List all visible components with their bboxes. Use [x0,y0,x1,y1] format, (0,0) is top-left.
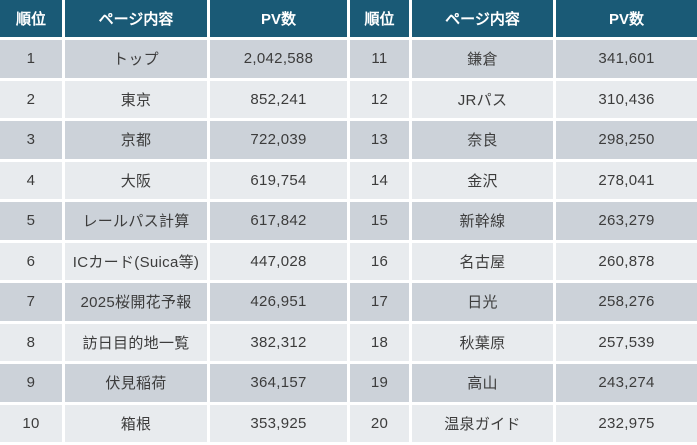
rank-cell: 5 [0,202,65,243]
table-row: 5 レールパス計算 617,842 [0,202,350,243]
page-cell: 奈良 [412,121,556,162]
table-row: 16 名古屋 260,878 [350,242,697,283]
pv-cell: 310,436 [556,80,697,121]
rank-cell: 15 [350,202,412,243]
page-cell: 訪日目的地一覧 [65,323,210,364]
page-cell: 新幹線 [412,202,556,243]
pv-cell: 426,951 [210,283,350,324]
table-row: 1 トップ 2,042,588 [0,40,350,81]
pv-cell: 260,878 [556,242,697,283]
pv-cell: 2,042,588 [210,40,350,81]
rank-cell: 19 [350,364,412,405]
rank-cell: 11 [350,40,412,81]
page-cell: JRパス [412,80,556,121]
page-cell: トップ [65,40,210,81]
page-header: ページ内容 [412,0,556,40]
rank-cell: 13 [350,121,412,162]
table-row: 20 温泉ガイド 232,975 [350,404,697,445]
header-row: 順位 ページ内容 PV数 [350,0,697,40]
page-cell: 大阪 [65,161,210,202]
table-row: 3 京都 722,039 [0,121,350,162]
rank-cell: 12 [350,80,412,121]
page-cell: 2025桜開花予報 [65,283,210,324]
table-row: 14 金沢 278,041 [350,161,697,202]
pv-cell: 364,157 [210,364,350,405]
rank-cell: 18 [350,323,412,364]
rank-cell: 9 [0,364,65,405]
pv-table-right: 順位 ページ内容 PV数 11 鎌倉 341,601 12 JRパス 310,436 13 奈… [350,0,697,445]
page-cell: 日光 [412,283,556,324]
pv-cell: 263,279 [556,202,697,243]
rank-cell: 1 [0,40,65,81]
rank-cell: 4 [0,161,65,202]
table-row: 15 新幹線 263,279 [350,202,697,243]
rank-cell: 2 [0,80,65,121]
pv-cell: 722,039 [210,121,350,162]
pv-cell: 852,241 [210,80,350,121]
header-row: 順位 ページ内容 PV数 [0,0,350,40]
page-cell: 名古屋 [412,242,556,283]
rank-cell: 6 [0,242,65,283]
page-cell: 鎌倉 [412,40,556,81]
table-row: 17 日光 258,276 [350,283,697,324]
pv-cell: 382,312 [210,323,350,364]
page-cell: 東京 [65,80,210,121]
rank-cell: 3 [0,121,65,162]
table-row: 13 奈良 298,250 [350,121,697,162]
table-row: 12 JRパス 310,436 [350,80,697,121]
page-cell: 金沢 [412,161,556,202]
page-cell: レールパス計算 [65,202,210,243]
rank-cell: 17 [350,283,412,324]
page-cell: 温泉ガイド [412,404,556,445]
pv-cell: 617,842 [210,202,350,243]
page-cell: 箱根 [65,404,210,445]
pv-cell: 619,754 [210,161,350,202]
rank-cell: 20 [350,404,412,445]
page-cell: 秋葉原 [412,323,556,364]
page-header: ページ内容 [65,0,210,40]
table-row: 19 高山 243,274 [350,364,697,405]
page-cell: 高山 [412,364,556,405]
table-row: 11 鎌倉 341,601 [350,40,697,81]
page-cell: 伏見稲荷 [65,364,210,405]
table-row: 9 伏見稲荷 364,157 [0,364,350,405]
page-cell: ICカード(Suica等) [65,242,210,283]
pv-header: PV数 [210,0,350,40]
pv-cell: 353,925 [210,404,350,445]
pv-cell: 232,975 [556,404,697,445]
pv-header: PV数 [556,0,697,40]
pv-table-left: 順位 ページ内容 PV数 1 トップ 2,042,588 2 東京 852,241 3 京都 7… [0,0,350,445]
table-row: 18 秋葉原 257,539 [350,323,697,364]
table-row: 2 東京 852,241 [0,80,350,121]
rank-cell: 14 [350,161,412,202]
pv-cell: 447,028 [210,242,350,283]
rank-header: 順位 [350,0,412,40]
rank-cell: 8 [0,323,65,364]
table-row: 7 2025桜開花予報 426,951 [0,283,350,324]
pv-cell: 257,539 [556,323,697,364]
page-cell: 京都 [65,121,210,162]
rank-cell: 7 [0,283,65,324]
table-row: 4 大阪 619,754 [0,161,350,202]
rank-cell: 16 [350,242,412,283]
table-row: 6 ICカード(Suica等) 447,028 [0,242,350,283]
pv-cell: 243,274 [556,364,697,405]
pv-cell: 258,276 [556,283,697,324]
pv-cell: 278,041 [556,161,697,202]
pv-cell: 341,601 [556,40,697,81]
table-row: 8 訪日目的地一覧 382,312 [0,323,350,364]
table-row: 10 箱根 353,925 [0,404,350,445]
rank-cell: 10 [0,404,65,445]
rank-header: 順位 [0,0,65,40]
pv-cell: 298,250 [556,121,697,162]
